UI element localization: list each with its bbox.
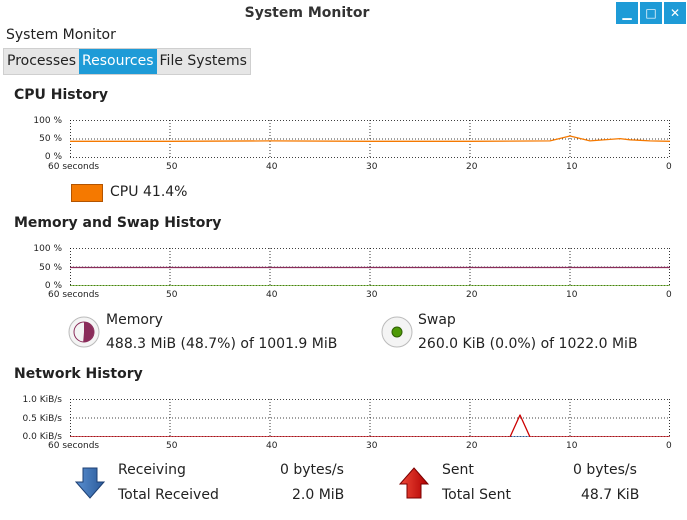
total-received-value: 2.0 MiB (292, 487, 345, 503)
cpu-ytick-50: 50 % (39, 134, 62, 144)
swap-label: Swap (418, 312, 456, 328)
total-sent-value: 48.7 KiB (581, 487, 640, 503)
net-xtick-40: 40 (266, 441, 278, 451)
sent-arrow-icon[interactable] (398, 466, 430, 500)
cpu-xtick-60: 60 seconds (48, 162, 100, 172)
cpu-xtick-0: 0 (666, 162, 672, 172)
tab-file-systems[interactable]: File Systems (156, 49, 250, 74)
cpu-legend-label: CPU (110, 184, 139, 200)
cpu-color-swatch[interactable] (71, 184, 103, 202)
memory-pie-icon[interactable] (68, 316, 100, 348)
cpu-legend-value: 41.4% (143, 184, 188, 200)
cpu-chart (70, 120, 670, 158)
net-ytick-0: 0.0 KiB/s (22, 432, 62, 442)
mem-xtick-10: 10 (566, 290, 578, 300)
cpu-xtick-40: 40 (266, 162, 278, 172)
net-ytick-1: 1.0 KiB/s (22, 395, 62, 405)
memory-chart (70, 248, 670, 286)
cpu-ytick-100: 100 % (33, 116, 62, 126)
maximize-button[interactable]: □ (640, 2, 662, 24)
tab-processes[interactable]: Processes (4, 49, 80, 74)
receiving-value: 0 bytes/s (280, 462, 344, 478)
total-received-label: Total Received (118, 487, 219, 503)
swap-value: 260.0 KiB (0.0%) of 1022.0 MiB (418, 336, 638, 352)
tab-resources[interactable]: Resources (79, 49, 157, 74)
memory-history-title: Memory and Swap History (14, 215, 222, 231)
memory-value: 488.3 MiB (48.7%) of 1001.9 MiB (106, 336, 338, 352)
cpu-ytick-0: 0 % (44, 152, 62, 162)
net-xtick-60: 60 seconds (48, 441, 100, 451)
net-xtick-30: 30 (366, 441, 378, 451)
memory-label: Memory (106, 312, 163, 328)
mem-xtick-40: 40 (266, 290, 278, 300)
mem-xtick-50: 50 (166, 290, 178, 300)
mem-xtick-60: 60 seconds (48, 290, 100, 300)
mem-xtick-20: 20 (466, 290, 478, 300)
receiving-label: Receiving (118, 462, 186, 478)
net-xtick-20: 20 (466, 441, 478, 451)
minimize-button[interactable]: ▁ (616, 2, 638, 24)
mem-xtick-0: 0 (666, 290, 672, 300)
sent-value: 0 bytes/s (573, 462, 637, 478)
title-bar: System Monitor ▁ □ ✕ (0, 0, 687, 26)
total-sent-label: Total Sent (442, 487, 512, 503)
net-xtick-10: 10 (566, 441, 578, 451)
mem-ytick-50: 50 % (39, 263, 62, 273)
cpu-xtick-50: 50 (166, 162, 178, 172)
mem-ytick-0: 0 % (44, 281, 62, 291)
menu-app[interactable]: System Monitor (6, 27, 116, 43)
swap-pie-icon[interactable] (381, 316, 413, 348)
mem-xtick-30: 30 (366, 290, 378, 300)
sent-label: Sent (442, 462, 474, 478)
cpu-xtick-20: 20 (466, 162, 478, 172)
window-title: System Monitor (244, 5, 370, 21)
close-button[interactable]: ✕ (664, 2, 686, 24)
network-history-title: Network History (14, 366, 143, 382)
cpu-xtick-30: 30 (366, 162, 378, 172)
tab-bar: Processes Resources File Systems (3, 48, 251, 75)
cpu-xtick-10: 10 (566, 162, 578, 172)
net-ytick-05: 0.5 KiB/s (22, 414, 62, 424)
receiving-arrow-icon[interactable] (74, 466, 106, 500)
mem-ytick-100: 100 % (33, 244, 62, 254)
network-chart (70, 399, 670, 437)
net-xtick-0: 0 (666, 441, 672, 451)
net-xtick-50: 50 (166, 441, 178, 451)
cpu-series-cpu (70, 135, 670, 142)
cpu-history-title: CPU History (14, 87, 108, 103)
